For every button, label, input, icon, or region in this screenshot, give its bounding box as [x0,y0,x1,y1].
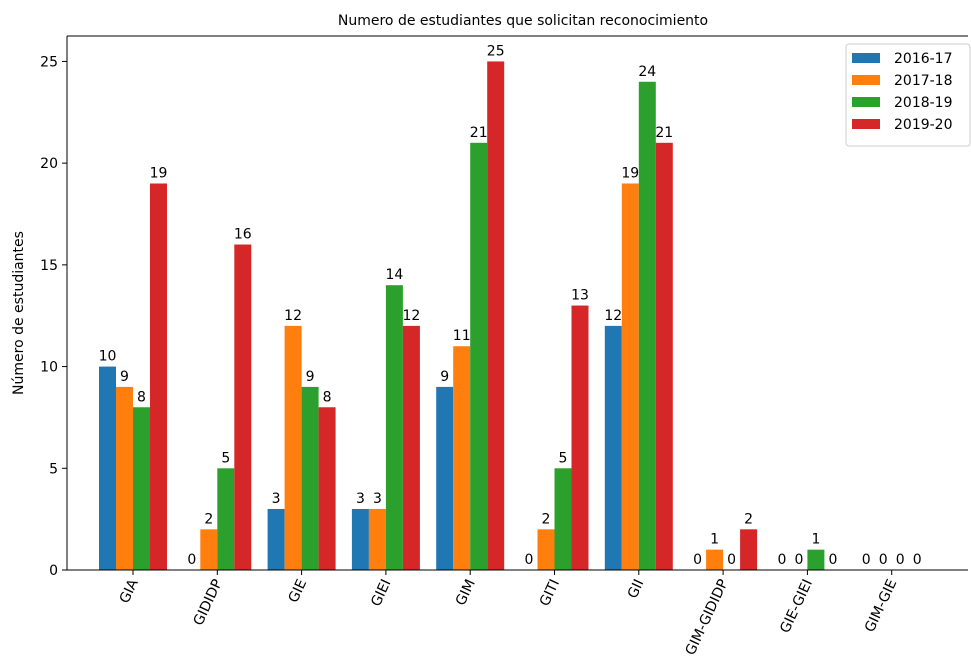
bar [268,509,285,570]
bar [319,407,336,570]
bar [622,183,639,570]
bar-value-label: 3 [356,491,365,507]
bar-value-label: 0 [896,552,905,568]
bar-value-label: 0 [777,552,786,568]
bar-value-label: 8 [323,389,332,405]
x-tick-label: GIM [453,577,479,608]
bar [538,529,555,570]
bar-value-label: 1 [811,532,820,548]
bar-value-label: 2 [744,511,753,527]
bar-value-label: 0 [879,552,888,568]
bar-value-label: 0 [913,552,922,568]
bar-value-label: 2 [542,511,551,527]
bar-value-label: 0 [187,552,196,568]
bar [639,82,656,570]
legend-label: 2018-19 [894,95,953,111]
legend-label: 2019-20 [894,117,953,133]
legend: 2016-17 2017-18 2018-19 2019-20 [846,44,970,146]
bar-value-label: 0 [794,552,803,568]
legend-label: 2017-18 [894,73,953,89]
bar [436,387,453,570]
bar-value-label: 2 [204,511,213,527]
bar-value-label: 5 [221,450,230,466]
bar-value-label: 0 [862,552,871,568]
bar-value-label: 25 [487,43,505,59]
x-tick-label: GIA [117,577,142,606]
y-tick-label: 20 [40,156,58,172]
bar-value-label: 9 [306,369,315,385]
bar-value-label: 13 [571,288,589,304]
bar-value-label: 5 [559,450,568,466]
bar-value-label: 0 [828,552,837,568]
bar-value-label: 12 [402,308,420,324]
bar [470,143,487,570]
y-tick-label: 10 [40,360,58,376]
chart-title: Numero de estudiantes que solicitan reco… [338,13,708,29]
bar-value-label: 24 [638,64,656,80]
bar-value-label: 8 [137,389,146,405]
bar-value-label: 3 [272,491,281,507]
y-tick-label: 25 [40,54,58,70]
legend-swatch [852,119,880,129]
bar [386,285,403,570]
bar-value-label: 21 [655,125,673,141]
bar-value-label: 12 [604,308,622,324]
bar-value-label: 3 [373,491,382,507]
bar-value-label: 1 [710,532,719,548]
bar [453,346,470,570]
bar [200,529,217,570]
bar [217,468,234,570]
bar [807,550,824,570]
bar [302,387,319,570]
bar-value-label: 21 [470,125,488,141]
bar [234,245,251,570]
bar [116,387,133,570]
bar-value-label: 14 [385,267,403,283]
x-tick-label: GIE-GIEI [777,577,816,636]
bar-value-label: 12 [284,308,302,324]
bar-value-label: 0 [727,552,736,568]
bar-value-label: 9 [440,369,449,385]
y-axis-label: Número de estudiantes [11,231,27,395]
bar-value-label: 0 [525,552,534,568]
bar [369,509,386,570]
legend-label: 2016-17 [894,51,953,67]
legend-swatch [852,97,880,107]
y-tick-label: 15 [40,258,58,274]
bar [572,306,589,570]
x-tick-label: GITI [537,577,563,609]
bar [656,143,673,570]
bar [133,407,150,570]
x-tick-label: GIE [286,577,311,605]
bar [150,183,167,570]
legend-swatch [852,53,880,63]
bar [352,509,369,570]
bar [403,326,420,570]
bar [740,529,757,570]
x-tick-label: GIM-GIE [862,577,900,635]
bar [706,550,723,570]
bar-value-label: 19 [150,165,168,181]
bar [605,326,622,570]
bar-value-label: 19 [621,165,639,181]
y-tick-label: 5 [49,461,58,477]
bar-value-label: 10 [99,349,117,365]
bar-value-label: 11 [453,328,471,344]
bar-value-label: 0 [693,552,702,568]
x-tick-label: GIM-GIDIDP [683,577,732,658]
x-tick-label: GII [625,577,648,601]
bar [99,367,116,570]
bar-value-label: 16 [234,227,252,243]
bar [555,468,572,570]
bar-value-label: 9 [120,369,129,385]
y-tick-label: 0 [49,563,58,579]
x-tick-label: GIDIDP [191,577,226,628]
bar [285,326,302,570]
x-tick-label: GIEI [368,577,394,609]
bar [487,61,504,570]
legend-swatch [852,75,880,85]
